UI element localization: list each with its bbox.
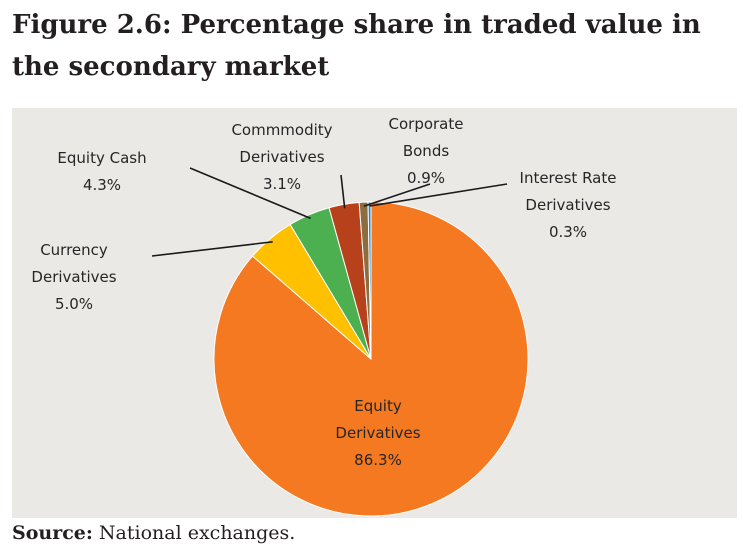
value-label-interest-rate-derivatives: 0.3% bbox=[549, 223, 587, 241]
value-label-corporate-bonds: 0.9% bbox=[407, 169, 445, 187]
source-label: Source: bbox=[12, 522, 93, 544]
figure-title: Figure 2.6: Percentage share in traded v… bbox=[12, 10, 701, 82]
leader-line-currency-derivatives bbox=[151, 241, 273, 257]
leader-line-commmodity-derivatives bbox=[340, 174, 346, 209]
category-label-currency-derivatives: Derivatives bbox=[31, 268, 116, 286]
value-label-equity-derivatives: 86.3% bbox=[354, 451, 402, 469]
value-label-commmodity-derivatives: 3.1% bbox=[263, 175, 301, 193]
category-label-equity-derivatives: Equity bbox=[354, 397, 402, 415]
slice-interest-rate-derivatives bbox=[367, 201, 372, 360]
pie-chart: Equity Derivatives 86.3% Currency Derivative… bbox=[31, 115, 616, 517]
category-label-equity-cash: Equity Cash bbox=[57, 149, 146, 167]
source-note: Source: National exchanges. bbox=[12, 522, 295, 544]
category-label-corporate-bonds: Bonds bbox=[403, 142, 449, 160]
source-text: National exchanges. bbox=[92, 522, 296, 544]
category-label-commmodity-derivatives: Commmodity bbox=[231, 121, 332, 139]
category-label-corporate-bonds: Corporate bbox=[389, 115, 464, 133]
slice-labels: Equity Derivatives 86.3% Currency Derivative… bbox=[31, 115, 616, 469]
leader-line-equity-cash bbox=[189, 167, 311, 220]
category-label-interest-rate-derivatives: Interest Rate bbox=[520, 169, 617, 187]
value-label-equity-cash: 4.3% bbox=[83, 176, 121, 194]
slice-equity-derivatives bbox=[213, 201, 529, 517]
leader-line-interest-rate-derivatives bbox=[369, 183, 508, 207]
leader-line-corporate-bonds bbox=[363, 183, 431, 207]
chart-area: Equity Derivatives 86.3% Currency Derivative… bbox=[12, 108, 737, 518]
category-label-interest-rate-derivatives: Derivatives bbox=[525, 196, 610, 214]
category-label-equity-derivatives: Derivatives bbox=[335, 424, 420, 442]
leader-lines bbox=[151, 167, 508, 257]
category-label-currency-derivatives: Currency bbox=[40, 241, 108, 259]
value-label-currency-derivatives: 5.0% bbox=[55, 295, 93, 313]
category-label-commmodity-derivatives: Derivatives bbox=[239, 148, 324, 166]
pie-slices bbox=[213, 201, 529, 517]
